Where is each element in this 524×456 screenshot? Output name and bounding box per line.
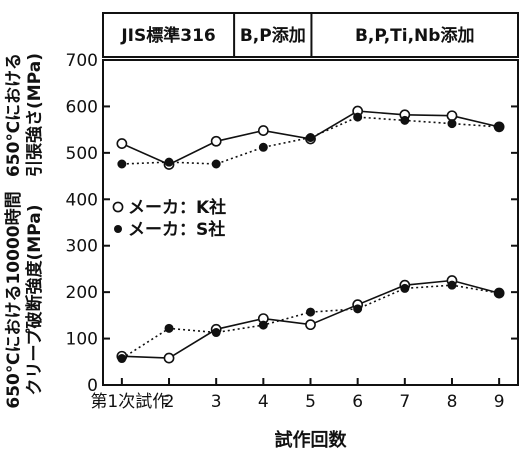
series-creep-k xyxy=(116,275,505,364)
legend-label: メーカ：S社 xyxy=(128,219,225,240)
data-point-filled xyxy=(117,354,127,364)
legend-label: メーカ：K社 xyxy=(128,197,226,218)
y-tick-label: 600 xyxy=(66,97,98,117)
y-axis-title-lower-line1: 650℃における10000時間 xyxy=(3,191,24,408)
data-point-filled xyxy=(306,307,315,317)
x-tick-label: 2 xyxy=(164,392,175,412)
data-point-filled xyxy=(258,142,268,152)
y-tick-label: 100 xyxy=(66,330,98,350)
data-point-filled xyxy=(211,159,221,169)
data-point-filled xyxy=(306,133,315,143)
data-point-filled xyxy=(447,119,457,129)
series-creep-s xyxy=(117,280,504,364)
x-tick-label: 4 xyxy=(258,392,269,412)
data-point-filled xyxy=(353,304,363,314)
data-point-filled xyxy=(447,280,457,290)
x-tick-label: 3 xyxy=(211,392,222,412)
data-point-filled xyxy=(164,157,174,167)
y-axis-title-lower-line2: クリープ破断強度(MPa) xyxy=(24,205,45,396)
y-tick-label: 0 xyxy=(87,376,98,396)
x-tick-label: 5 xyxy=(305,392,316,412)
y-tick-label: 300 xyxy=(66,237,98,257)
y-tick-label: 400 xyxy=(66,190,98,210)
series-layer xyxy=(116,105,505,364)
data-point-filled xyxy=(400,115,410,125)
series-tensile-s xyxy=(117,112,504,169)
data-point-open xyxy=(163,352,175,364)
data-point-open xyxy=(257,125,269,136)
x-axis-title: 試作回数 xyxy=(275,429,348,451)
y-axis-title-upper: 650℃における 引張強さ(MPa) xyxy=(4,53,45,177)
x-tick-label: 9 xyxy=(494,392,505,412)
legend-marker-filled xyxy=(114,225,122,233)
y-axis-title-lower: 650℃における10000時間 クリープ破断強度(MPa) xyxy=(3,191,45,408)
header-band: JIS標準316 B,P添加 B,P,Ti,Nb添加 xyxy=(102,12,519,58)
data-point-filled xyxy=(353,112,363,122)
data-point-filled xyxy=(117,159,127,169)
data-point-filled xyxy=(164,323,174,333)
y-axis-title-upper-line1: 650℃における xyxy=(4,53,24,177)
data-point-open xyxy=(116,138,128,149)
data-point-open xyxy=(210,135,222,147)
y-tick-label: 700 xyxy=(66,51,98,71)
x-tick-label: 8 xyxy=(447,392,458,412)
y-axis-title-upper-line2: 引張強さ(MPa) xyxy=(24,53,45,177)
header-label: B,P,Ti,Nb添加 xyxy=(355,25,475,46)
data-point-filled xyxy=(211,328,221,338)
y-axis: 0 100 200 300 400 500 600 700 xyxy=(66,51,518,396)
data-point-filled xyxy=(400,283,410,293)
x-tick-label: 6 xyxy=(352,392,363,412)
y-tick-label: 500 xyxy=(66,144,98,164)
data-point-filled xyxy=(494,288,504,298)
data-point-open xyxy=(305,319,316,331)
data-point-open xyxy=(446,110,458,122)
data-point-filled xyxy=(258,320,268,330)
x-tick-label: 第1次試作 xyxy=(90,392,169,412)
data-point-filled xyxy=(494,122,504,132)
y-tick-label: 200 xyxy=(66,283,98,303)
header-label: JIS標準316 xyxy=(120,25,215,46)
header-label: B,P添加 xyxy=(240,25,306,46)
x-tick-label: 7 xyxy=(399,392,410,412)
legend-marker-open xyxy=(112,201,124,213)
series-line xyxy=(121,284,500,360)
